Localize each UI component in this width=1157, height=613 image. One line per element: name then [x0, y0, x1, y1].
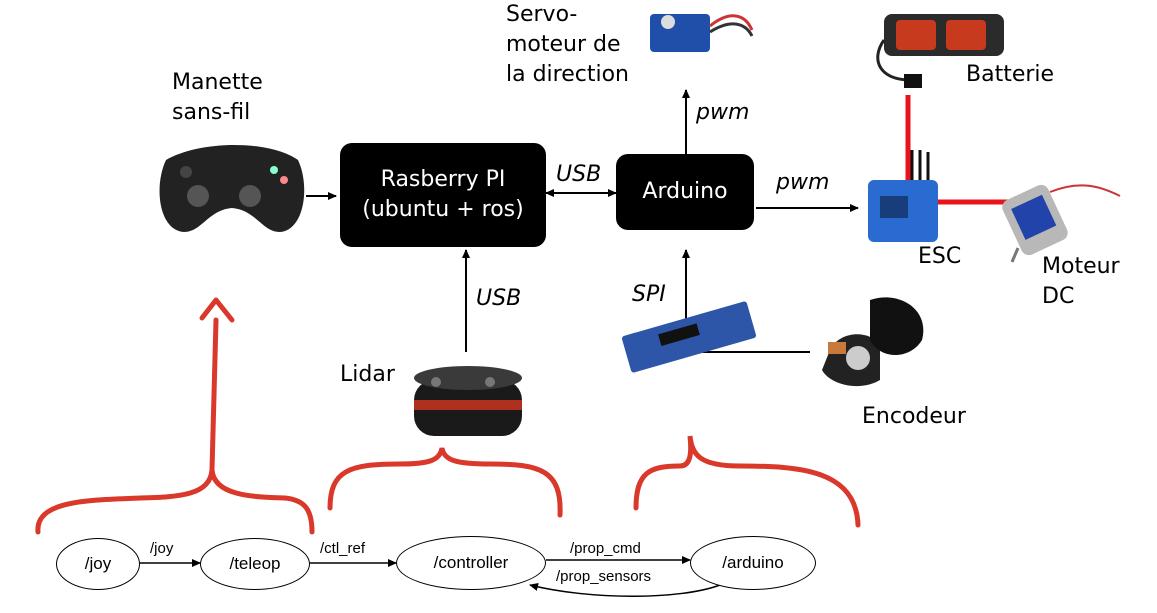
annotation-brace-lidar	[327, 447, 563, 518]
esc-icon	[868, 150, 938, 242]
raspberry-pi-box: Rasberry PI (ubuntu + ros)	[340, 143, 546, 247]
encoder-board-icon	[621, 301, 757, 373]
link-label-pwm-servo: pwm	[696, 100, 750, 125]
lidar-icon	[414, 366, 522, 436]
annotation-arrow-joy	[35, 317, 219, 535]
servo-label: Servo- moteur de la direction	[506, 2, 629, 87]
ros-edge-arduino-controller	[529, 583, 721, 597]
ros-edge-label-prop-sensors: /prop_sensors	[556, 568, 652, 585]
gamepad-label: Manette sans-fil	[172, 70, 263, 125]
annotation-arrowhead-joy	[199, 297, 235, 323]
ros-edge-label-ctl-ref: /ctl_ref	[320, 540, 366, 557]
esc-label: ESC	[918, 244, 962, 269]
arduino-box: Arduino	[616, 154, 754, 230]
ros-node-joy: /joy	[56, 538, 140, 590]
link-label-spi: SPI	[632, 282, 666, 307]
link-label-pwm-esc: pwm	[776, 170, 830, 195]
annotation-arrow-joy-2	[209, 467, 315, 535]
dc-motor-label: Moteur DC	[1042, 254, 1120, 309]
raspberry-pi-title: Rasberry PI	[380, 167, 506, 192]
ros-edge-label-prop-cmd: /prop_cmd	[570, 540, 641, 557]
servo-icon	[650, 14, 754, 52]
ros-node-controller: /controller	[396, 536, 546, 590]
lidar-label: Lidar	[340, 362, 395, 387]
link-label-usb-lidar: USB	[476, 286, 522, 311]
raspberry-pi-subtitle: (ubuntu + ros)	[362, 197, 524, 222]
encoder-label: Encodeur	[862, 404, 966, 429]
annotation-brace-arduino	[633, 435, 861, 528]
ros-node-teleop: /teleop	[200, 538, 310, 590]
battery-icon	[876, 14, 1004, 88]
dc-motor-icon	[1002, 184, 1121, 263]
ros-edge-label-joy: /joy	[150, 540, 174, 557]
link-label-usb-rpi-arduino: USB	[556, 162, 602, 187]
battery-label: Batterie	[966, 62, 1055, 87]
ros-node-arduino: /arduino	[690, 536, 816, 590]
gamepad-icon	[159, 145, 305, 232]
encoder-icon	[822, 297, 924, 387]
